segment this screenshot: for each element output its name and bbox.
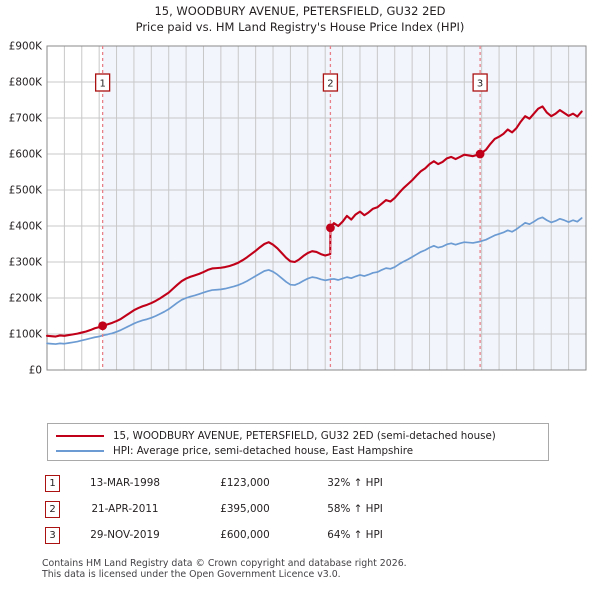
event-marker-box	[472, 73, 488, 92]
event-marker-box	[94, 73, 111, 92]
y-axis-tick-label: £900K	[9, 41, 43, 53]
y-axis-tick-label: £300K	[9, 257, 43, 269]
sale-point-marker	[98, 321, 108, 331]
transaction-hpi-delta: 64% ↑ HPI	[327, 529, 383, 541]
legend-item-hpi: HPI: Average price, semi-detached house,…	[56, 443, 548, 458]
legend-swatch-hpi	[56, 449, 104, 452]
transaction-price: £395,000	[220, 503, 270, 515]
page-title: 15, WOODBURY AVENUE, PETERSFIELD, GU32 2…	[0, 3, 600, 35]
transaction-price: £123,000	[220, 477, 270, 489]
transaction-index-badge: 2	[45, 500, 60, 518]
plot-frame	[46, 45, 587, 371]
y-axis-tick-label: £500K	[9, 185, 43, 197]
event-marker-box	[322, 73, 339, 92]
legend-label-hpi: HPI: Average price, semi-detached house,…	[113, 444, 414, 457]
series-line-hpi	[46, 216, 583, 345]
attribution-footer: Contains HM Land Registry data © Crown c…	[42, 558, 582, 581]
transaction-hpi-delta: 32% ↑ HPI	[327, 477, 383, 489]
transaction-hpi-delta: 58% ↑ HPI	[327, 503, 383, 515]
transaction-index-badge: 3	[45, 526, 60, 544]
legend-label-price-paid: 15, WOODBURY AVENUE, PETERSFIELD, GU32 2…	[113, 429, 496, 442]
y-axis-tick-label: £600K	[9, 149, 43, 161]
y-axis-tick-label: £200K	[9, 293, 43, 305]
table-row: 2 21-APR-2011 £395,000 58% ↑ HPI	[45, 496, 565, 522]
chart-legend: 15, WOODBURY AVENUE, PETERSFIELD, GU32 2…	[47, 423, 549, 461]
legend-item-price-paid: 15, WOODBURY AVENUE, PETERSFIELD, GU32 2…	[56, 428, 548, 443]
event-marker-number: 3	[477, 78, 483, 89]
sale-point-marker	[475, 149, 485, 159]
transaction-date: 13-MAR-1998	[89, 477, 161, 489]
title-line-2: Price paid vs. HM Land Registry's House …	[135, 20, 465, 34]
y-axis-tick-label: £700K	[9, 113, 43, 125]
chart-svg: £0 £100K £200K £300K £400K £500K £600K £700K £80…	[9, 41, 587, 375]
event-marker-number: 2	[327, 78, 333, 89]
y-axis-tick-label: £0	[29, 365, 42, 375]
event-marker-number: 1	[99, 78, 105, 89]
transactions-table: 1 13-MAR-1998 £123,000 32% ↑ HPI 2 21-AP…	[45, 470, 565, 548]
transaction-price: £600,000	[220, 529, 270, 541]
plot-shaded-region	[102, 46, 587, 370]
series-line-price-paid	[45, 105, 583, 338]
sale-point-marker	[326, 223, 335, 233]
transaction-index-badge: 1	[45, 474, 60, 492]
footer-line-2: This data is licensed under the Open Gov…	[42, 569, 341, 581]
table-row: 3 29-NOV-2019 £600,000 64% ↑ HPI	[45, 522, 565, 548]
y-axis-tick-label: £400K	[9, 221, 43, 233]
y-axis-tick-label: £100K	[9, 329, 43, 341]
legend-swatch-price-paid	[56, 434, 104, 437]
y-axis-tick-label: £800K	[9, 77, 43, 89]
transaction-date: 21-APR-2011	[91, 503, 159, 515]
title-line-1: 15, WOODBURY AVENUE, PETERSFIELD, GU32 2…	[154, 4, 446, 18]
price-chart: £0 £100K £200K £300K £400K £500K £600K £700K £80…	[0, 40, 600, 375]
transaction-date: 29-NOV-2019	[90, 529, 160, 541]
table-row: 1 13-MAR-1998 £123,000 32% ↑ HPI	[45, 470, 565, 496]
footer-line-1: Contains HM Land Registry data © Crown c…	[42, 558, 407, 569]
